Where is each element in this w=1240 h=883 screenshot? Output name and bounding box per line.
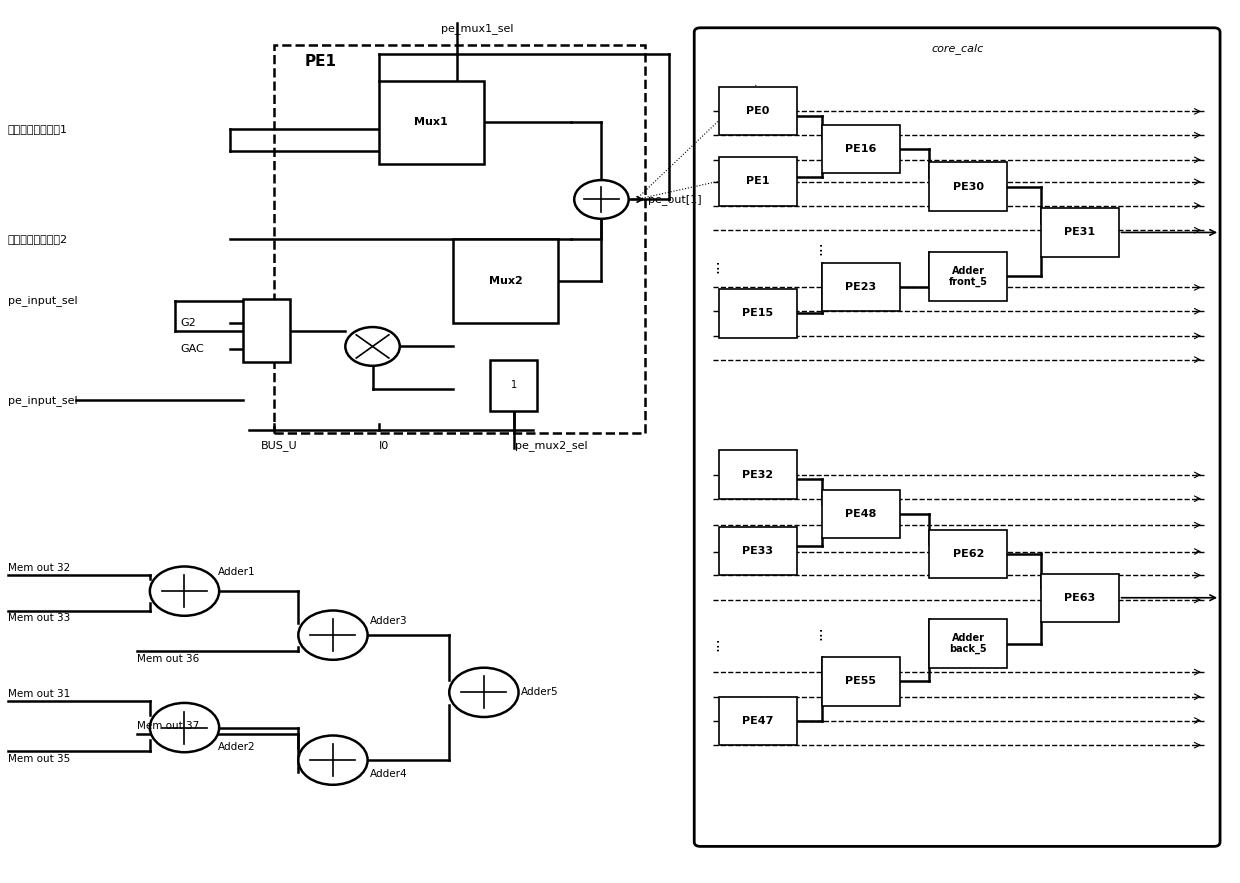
Text: PE1: PE1 [305, 54, 336, 69]
FancyBboxPatch shape [719, 157, 797, 206]
FancyBboxPatch shape [929, 253, 1007, 301]
Text: ...: ... [707, 258, 722, 273]
Circle shape [150, 567, 219, 615]
FancyBboxPatch shape [929, 530, 1007, 578]
Circle shape [299, 736, 367, 785]
Text: PE1: PE1 [746, 177, 770, 186]
Text: PE63: PE63 [1064, 592, 1095, 603]
Text: PE23: PE23 [846, 282, 877, 292]
Text: PE15: PE15 [743, 308, 774, 319]
Circle shape [150, 703, 219, 752]
Text: PE33: PE33 [743, 546, 774, 556]
Text: PE32: PE32 [743, 470, 774, 479]
Text: PE0: PE0 [746, 106, 770, 116]
Text: pe_mux1_sel: pe_mux1_sel [440, 23, 513, 34]
FancyBboxPatch shape [719, 697, 797, 745]
FancyBboxPatch shape [719, 527, 797, 576]
Text: PE48: PE48 [844, 509, 877, 519]
Text: Adder
front_5: Adder front_5 [949, 266, 988, 287]
Text: Adder5: Adder5 [521, 687, 559, 698]
Circle shape [299, 610, 367, 660]
FancyBboxPatch shape [243, 299, 290, 362]
FancyBboxPatch shape [929, 162, 1007, 211]
Text: pe_input_sel: pe_input_sel [7, 395, 77, 405]
FancyBboxPatch shape [1040, 208, 1118, 257]
Circle shape [574, 180, 629, 219]
Circle shape [345, 327, 399, 366]
Text: PE62: PE62 [952, 548, 985, 559]
Text: Mem out 37: Mem out 37 [138, 721, 200, 731]
Text: ...: ... [810, 240, 825, 255]
Text: G2: G2 [181, 318, 196, 328]
Text: Mem out 36: Mem out 36 [138, 653, 200, 664]
FancyBboxPatch shape [822, 125, 899, 173]
FancyBboxPatch shape [822, 657, 899, 706]
Text: Mem out 33: Mem out 33 [7, 613, 69, 623]
FancyBboxPatch shape [719, 450, 797, 499]
Text: 各元件区节点电测2: 各元件区节点电测2 [7, 234, 68, 244]
Text: Mem out 32: Mem out 32 [7, 562, 69, 573]
Text: Adder2: Adder2 [218, 742, 255, 752]
Text: Adder4: Adder4 [370, 769, 408, 779]
FancyBboxPatch shape [719, 290, 797, 337]
Text: PE30: PE30 [952, 182, 983, 192]
Text: PE55: PE55 [846, 676, 877, 686]
FancyBboxPatch shape [822, 263, 899, 311]
Text: Adder
back_5: Adder back_5 [950, 632, 987, 654]
Text: Mux1: Mux1 [414, 117, 448, 127]
Text: pe_out[1]: pe_out[1] [649, 194, 702, 205]
FancyBboxPatch shape [490, 359, 537, 411]
Text: BUS_U: BUS_U [262, 441, 298, 451]
FancyBboxPatch shape [694, 27, 1220, 847]
Text: core_calc: core_calc [931, 42, 983, 54]
Text: pe_mux2_sel: pe_mux2_sel [515, 441, 588, 451]
Text: Mux2: Mux2 [489, 275, 522, 286]
Text: 1: 1 [511, 381, 517, 390]
Circle shape [449, 668, 518, 717]
Text: pe_input_sel: pe_input_sel [7, 295, 77, 306]
Text: ...: ... [810, 625, 825, 640]
Text: GAC: GAC [181, 344, 205, 354]
Text: PE16: PE16 [844, 144, 877, 154]
FancyBboxPatch shape [822, 490, 899, 539]
Text: ...: ... [707, 637, 722, 652]
FancyBboxPatch shape [1040, 574, 1118, 622]
Text: PE31: PE31 [1064, 228, 1095, 238]
Text: Adder3: Adder3 [370, 616, 408, 626]
Text: PE47: PE47 [743, 716, 774, 726]
FancyBboxPatch shape [378, 80, 484, 164]
Text: Mem out 35: Mem out 35 [7, 754, 69, 764]
Text: I0: I0 [378, 441, 389, 451]
FancyBboxPatch shape [453, 239, 558, 322]
Text: 各元件区节点电测1: 各元件区节点电测1 [7, 124, 67, 134]
FancyBboxPatch shape [719, 87, 797, 135]
Text: Mem out 31: Mem out 31 [7, 689, 69, 698]
Text: Adder1: Adder1 [218, 567, 255, 577]
FancyBboxPatch shape [929, 619, 1007, 668]
